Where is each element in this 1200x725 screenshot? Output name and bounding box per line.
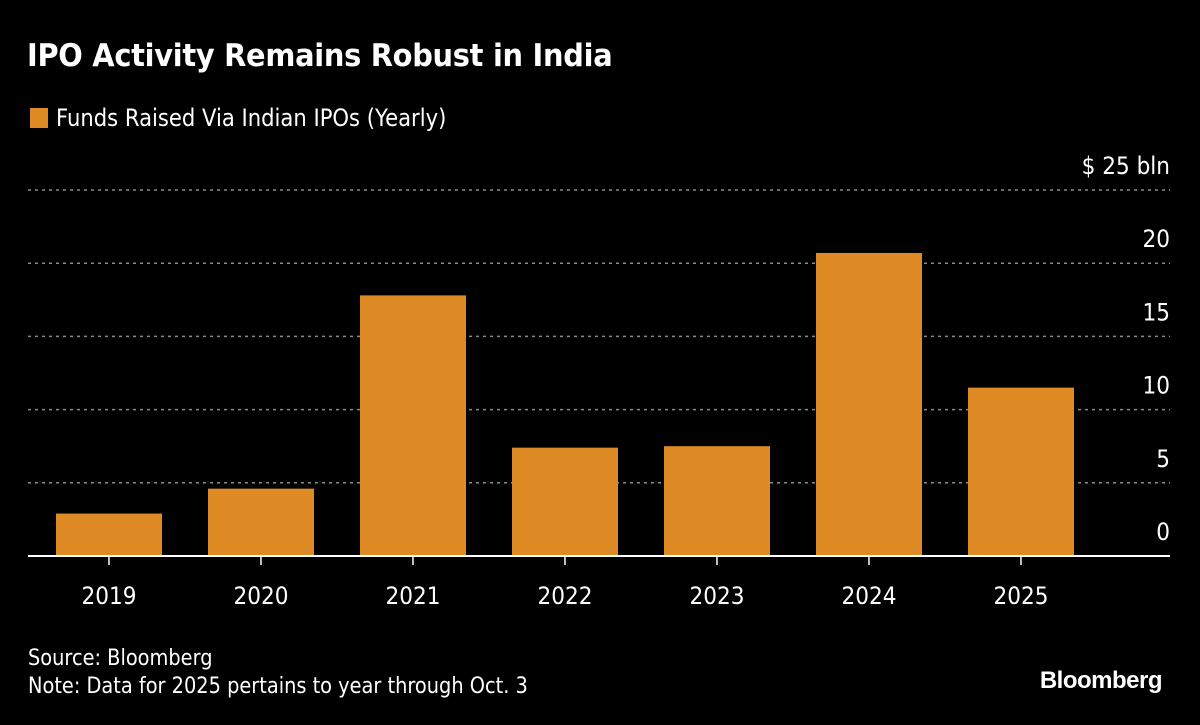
chart-title: IPO Activity Remains Robust in India — [27, 38, 613, 74]
x-axis-labels: 2019 2020 2021 2022 2023 2024 2025 — [82, 583, 1049, 610]
x-tick-label: 2023 — [690, 583, 745, 610]
x-tick-label: 2019 — [82, 583, 137, 610]
x-axis — [28, 555, 1170, 565]
footer: Source: Bloomberg Note: Data for 2025 pe… — [28, 645, 596, 701]
y-tick-label: 10 — [1143, 373, 1170, 400]
bar-2021 — [360, 295, 466, 556]
bars — [56, 252, 1074, 556]
y-tick-label: 5 — [1156, 446, 1170, 473]
legend-swatch-icon — [30, 108, 48, 128]
note-text: Note: Data for 2025 pertains to year thr… — [28, 674, 528, 699]
legend: Funds Raised Via Indian IPOs (Yearly) — [30, 104, 500, 132]
bar-2024 — [816, 252, 922, 556]
x-tick-label: 2025 — [994, 583, 1049, 610]
x-tick-label: 2022 — [538, 583, 593, 610]
bar-2025 — [968, 387, 1074, 556]
x-tick-label: 2021 — [386, 583, 441, 610]
x-tick-label: 2024 — [842, 583, 897, 610]
y-tick-label: 15 — [1143, 299, 1170, 326]
y-tick-label: 20 — [1143, 226, 1170, 253]
bar-2022 — [512, 447, 618, 556]
legend-label: Funds Raised Via Indian IPOs (Yearly) — [56, 104, 447, 132]
y-tick-label: 0 — [1156, 519, 1170, 546]
bar-2019 — [56, 513, 162, 556]
bar-2023 — [664, 446, 770, 556]
x-tick-label: 2020 — [234, 583, 289, 610]
y-axis-labels: 0 5 10 15 20 $ 25 bln — [1082, 153, 1170, 546]
y-tick-label: $ 25 bln — [1082, 153, 1170, 180]
source-text: Source: Bloomberg — [28, 646, 213, 671]
bloomberg-logo: Bloomberg — [1039, 667, 1163, 694]
bar-2020 — [208, 488, 314, 556]
gridlines — [28, 189, 1170, 484]
